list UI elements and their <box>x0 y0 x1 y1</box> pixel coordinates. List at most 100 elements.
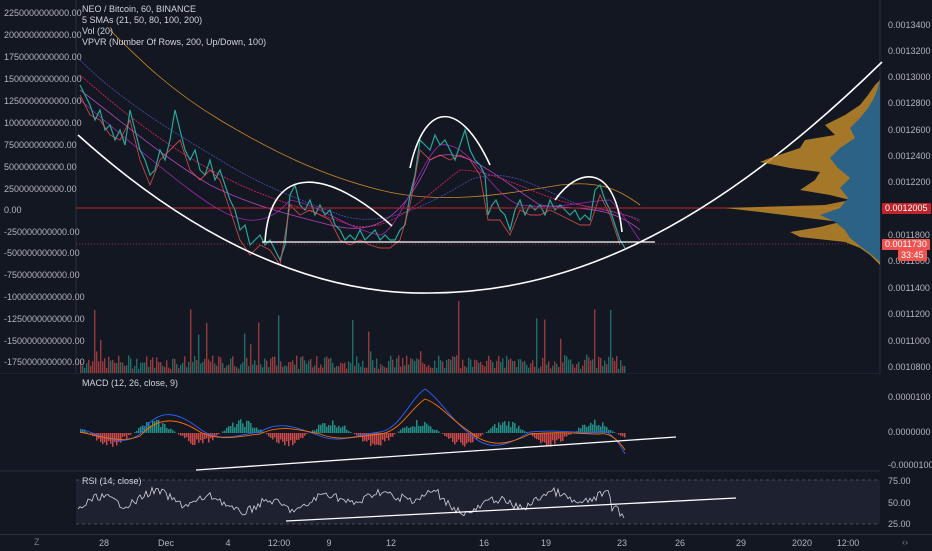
macd-hist-bar <box>286 433 288 441</box>
macd-hist-bar <box>300 433 302 438</box>
navigation-arrows-icon[interactable]: ‹› <box>902 537 908 547</box>
volume-bar <box>442 362 443 373</box>
macd-hist-bar <box>428 426 430 433</box>
macd-hist-bar <box>170 429 172 433</box>
sma-legend[interactable]: 5 SMAs (21, 50, 80, 100, 200) <box>82 15 202 26</box>
macd-hist-bar <box>122 433 124 437</box>
volume-bar <box>572 364 573 373</box>
time-axis-label: Dec <box>158 538 174 549</box>
volume-bar <box>144 362 145 373</box>
volume-bar <box>402 358 403 373</box>
macd-hist-bar <box>430 426 432 433</box>
volume-bar <box>420 351 421 373</box>
volume-bar <box>430 368 431 373</box>
volume-bar <box>224 368 225 373</box>
rsi-panel[interactable]: RSI (14, close) 75.00 50.00 25.00 <box>0 472 932 534</box>
volume-bar <box>364 368 365 373</box>
volume-bar <box>312 367 313 373</box>
vol-legend[interactable]: Vol (20) <box>82 26 113 37</box>
macd-hist-bar <box>424 422 426 433</box>
volume-bar <box>514 361 515 373</box>
macd-hist-bar <box>340 428 342 433</box>
volume-bar <box>622 366 623 373</box>
macd-hist-bar <box>194 433 196 445</box>
volume-bar <box>288 362 289 373</box>
vpvr-legend[interactable]: VPVR (Number Of Rows, 200, Up/Down, 100) <box>82 37 266 48</box>
main-chart-canvas[interactable] <box>0 0 932 374</box>
volume-bar <box>242 362 243 373</box>
macd-hist-bar <box>282 433 284 442</box>
volume-bar <box>448 359 449 373</box>
macd-hist-bar <box>184 433 186 438</box>
macd-hist-bar <box>438 431 440 433</box>
macd-hist-bar <box>298 433 300 440</box>
volume-bar <box>214 364 215 373</box>
volume-bar <box>582 366 583 373</box>
volume-bar <box>564 355 565 373</box>
volume-bar <box>540 367 541 373</box>
macd-hist-bar <box>594 420 596 433</box>
macd-hist-bar <box>154 421 156 433</box>
macd-hist-bar <box>136 431 138 433</box>
volume-bar <box>104 358 105 373</box>
macd-legend[interactable]: MACD (12, 26, close, 9) <box>82 378 178 389</box>
macd-hist-bar <box>344 426 346 433</box>
volume-bar <box>482 365 483 373</box>
macd-hist-bar <box>590 423 592 433</box>
time-axis-label: 26 <box>675 538 685 549</box>
volume-bar <box>300 357 301 373</box>
macd-hist-bar <box>488 430 490 433</box>
volume-bar <box>218 356 219 373</box>
volume-bar <box>422 363 423 373</box>
macd-panel[interactable]: MACD (12, 26, close, 9) 0.0000100 0.0000… <box>0 374 932 472</box>
macd-trendline[interactable] <box>196 437 676 470</box>
volume-bar <box>176 364 177 373</box>
symbol-title[interactable]: NEO / Bitcoin, 60, BINANCE <box>82 4 196 15</box>
main-price-panel[interactable]: NEO / Bitcoin, 60, BINANCE 5 SMAs (21, 5… <box>0 0 932 374</box>
macd-hist-bar <box>622 433 624 436</box>
macd-hist-bar <box>536 433 538 439</box>
volume-bar <box>178 368 179 373</box>
last-price-tag: 0.0011730 <box>882 239 930 250</box>
volume-bar <box>152 357 153 373</box>
volume-bar <box>524 361 525 373</box>
rsi-axis-label: 50.00 <box>888 498 911 509</box>
macd-hist-bar <box>244 427 246 433</box>
rsi-legend[interactable]: RSI (14, close) <box>82 476 142 487</box>
volume-bar <box>584 360 585 373</box>
macd-hist-bar <box>294 433 296 443</box>
volume-bar <box>306 364 307 373</box>
macd-hist-bar <box>138 428 140 433</box>
volume-bar <box>250 344 251 373</box>
volume-bar <box>560 339 561 373</box>
volume-bar <box>240 364 241 373</box>
macd-hist-bar <box>196 433 198 439</box>
volume-bar <box>590 360 591 373</box>
macd-hist-bar <box>224 431 226 433</box>
macd-hist-bar <box>342 426 344 433</box>
volume-bar <box>330 358 331 373</box>
macd-hist-bar <box>222 431 224 433</box>
volume-bar <box>108 357 109 373</box>
macd-hist-bar <box>388 433 390 440</box>
macd-hist-bar <box>584 425 586 433</box>
macd-hist-bar <box>232 423 234 433</box>
macd-hist-bar <box>102 433 104 444</box>
volume-bar <box>234 366 235 373</box>
volume-bar <box>146 356 147 373</box>
volume-bar <box>130 359 131 373</box>
volume-bar <box>502 358 503 373</box>
volume-bar <box>578 362 579 373</box>
vpvr-profile[interactable] <box>725 80 880 265</box>
volume-bar <box>488 356 489 373</box>
macd-hist-bar <box>456 433 458 442</box>
volume-bar <box>340 363 341 373</box>
right-shoulder-arc[interactable] <box>555 177 622 232</box>
left-axis-label: 1500000000000.00 <box>4 74 82 85</box>
macd-hist-bar <box>318 425 320 433</box>
left-axis-label: -1250000000000.00 <box>4 314 85 325</box>
volume-bar <box>190 309 191 373</box>
timezone-icon[interactable]: Z <box>34 537 40 547</box>
macd-hist-bar <box>338 426 340 433</box>
volume-bar <box>512 361 513 373</box>
